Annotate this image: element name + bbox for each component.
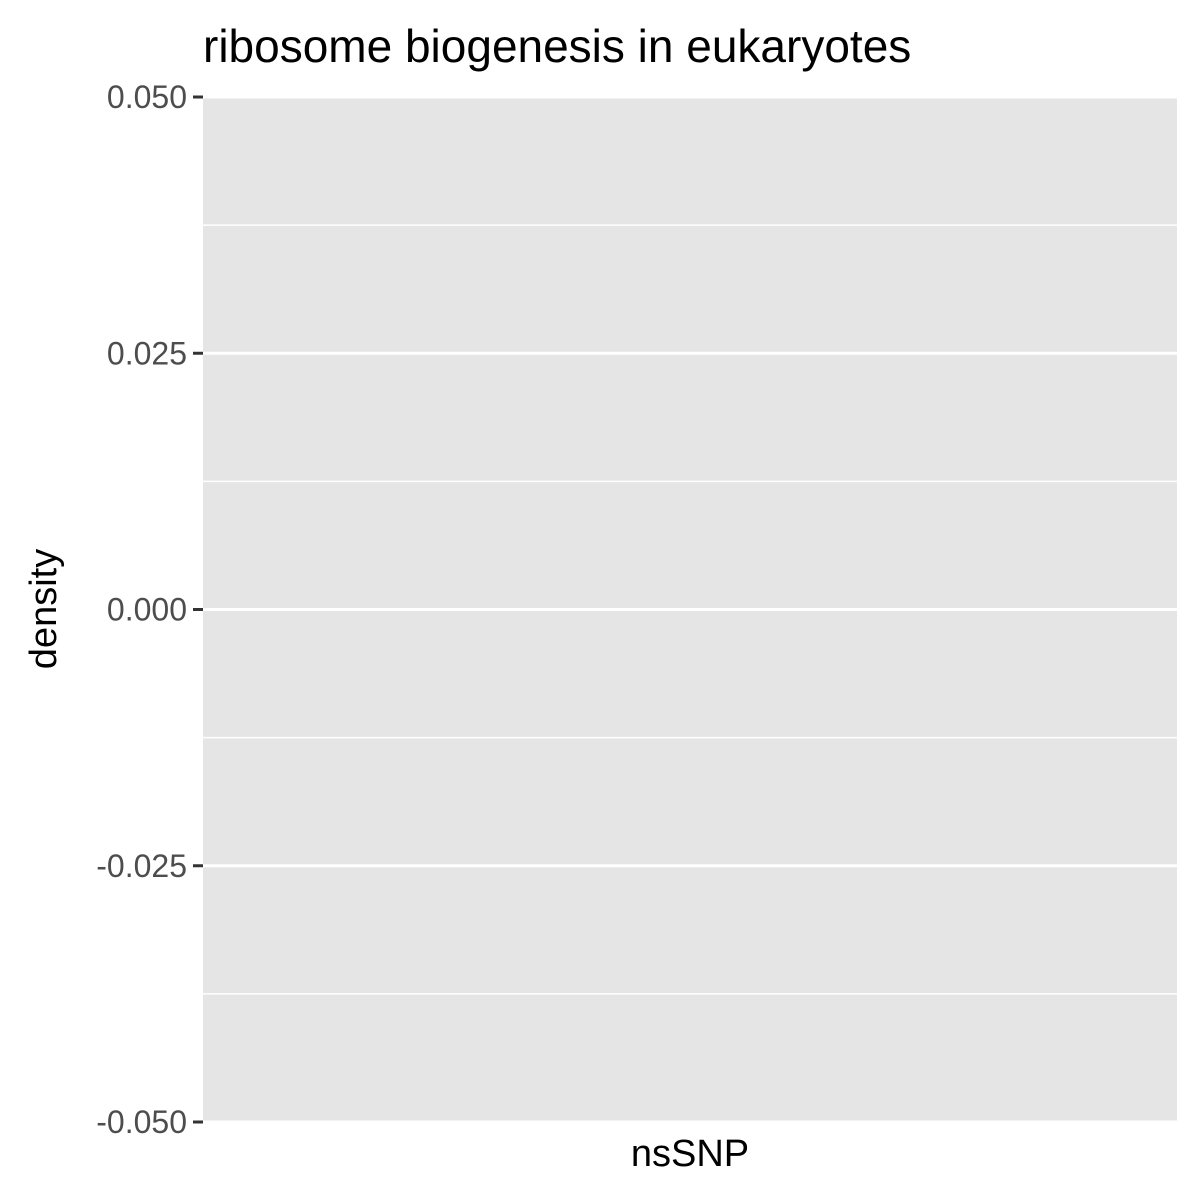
y-axis-tick-labels: -0.050 -0.025 0.000 0.025 0.050 [96,79,187,1140]
chart-title: ribosome biogenesis in eukaryotes [203,20,911,72]
major-gridlines [203,95,1177,1124]
minor-gridlines [203,224,1177,995]
y-tick-label: 0.025 [107,335,187,371]
y-tick-label: -0.025 [96,848,187,884]
x-axis-label: nsSNP [631,1133,749,1175]
y-tick-label: 0.050 [107,79,187,115]
y-axis-ticks [193,95,203,1124]
y-tick-label: -0.050 [96,1104,187,1140]
y-tick-label: 0.000 [107,592,187,628]
y-axis-label: density [23,549,65,669]
